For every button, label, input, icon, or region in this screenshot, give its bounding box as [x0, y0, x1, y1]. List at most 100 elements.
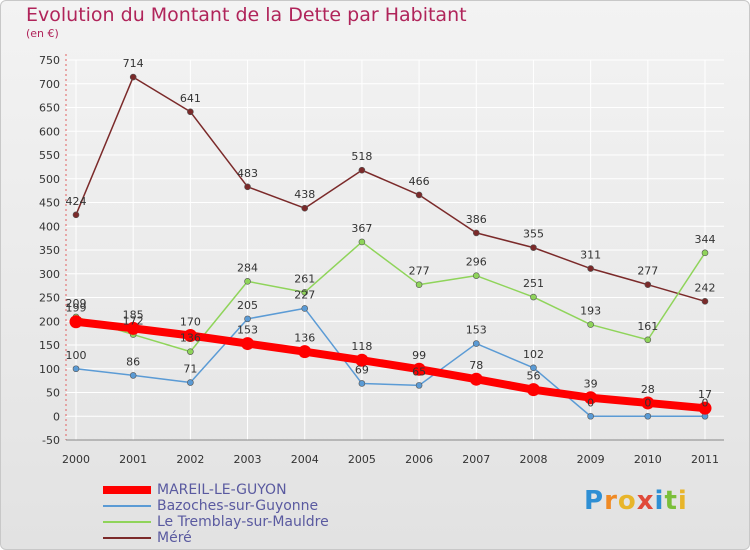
data-point-3-2001 — [129, 73, 137, 81]
data-label-3-2010: 277 — [637, 265, 658, 278]
data-point-3-2009 — [587, 265, 594, 272]
data-point-2-2006 — [415, 281, 423, 288]
legend-item-tremblay: Le Tremblay-sur-Mauldre — [103, 514, 329, 530]
data-point-3-2000 — [72, 211, 80, 219]
legend-swatch-bazoches — [103, 505, 151, 507]
data-point-0-2004 — [298, 345, 312, 359]
x-tick-label-2003: 2003 — [234, 453, 262, 466]
x-tick-label-2007: 2007 — [462, 453, 490, 466]
x-tick-label-2002: 2002 — [176, 453, 204, 466]
data-label-2-2007: 296 — [466, 256, 487, 269]
data-point-0-2011 — [698, 401, 712, 415]
legend-label-tremblay: Le Tremblay-sur-Mauldre — [157, 514, 329, 530]
y-tick-label-250: 250 — [39, 292, 60, 305]
data-label-1-2006: 65 — [412, 365, 426, 378]
x-tick-label-2000: 2000 — [62, 453, 90, 466]
data-label-2-2000: 209 — [66, 297, 87, 310]
data-point-3-2008 — [530, 244, 537, 251]
data-point-2-2003 — [244, 278, 251, 285]
data-label-3-2002: 641 — [180, 92, 201, 105]
data-point-1-2000 — [72, 365, 80, 373]
data-point-1-2001 — [129, 372, 137, 379]
y-tick-label-400: 400 — [39, 220, 60, 233]
data-label-3-2011: 242 — [695, 281, 716, 294]
legend-swatch-tremblay — [103, 521, 151, 523]
data-label-2-2002: 136 — [180, 332, 201, 345]
x-tick-label-2004: 2004 — [291, 453, 319, 466]
data-label-1-2011: 0 — [702, 396, 709, 409]
data-point-0-2000 — [69, 315, 83, 329]
data-label-2-2011: 344 — [695, 233, 716, 246]
x-tick-label-2006: 2006 — [405, 453, 433, 466]
data-label-0-2006: 99 — [412, 349, 426, 362]
data-point-0-2003 — [241, 337, 255, 351]
data-point-2-2004 — [301, 288, 309, 296]
data-label-3-2006: 466 — [409, 175, 430, 188]
data-label-1-2004: 227 — [294, 288, 315, 301]
y-tick-label-150: 150 — [39, 339, 60, 352]
data-label-3-2004: 438 — [294, 188, 315, 201]
y-tick-label-100: 100 — [39, 363, 60, 376]
y-tick-label-550: 550 — [39, 149, 60, 162]
chart-unit: (en €) — [26, 27, 59, 40]
x-tick-label-2009: 2009 — [577, 453, 605, 466]
data-label-1-2007: 153 — [466, 324, 487, 337]
y-tick-label-700: 700 — [39, 78, 60, 91]
data-point-0-2005 — [355, 353, 369, 367]
legend-swatch-mere — [103, 537, 151, 539]
y-tick-label-300: 300 — [39, 268, 60, 281]
legend-item-mere: Méré — [103, 530, 329, 546]
data-label-0-2004: 136 — [294, 332, 315, 345]
series-line-0 — [72, 317, 709, 413]
proxiti-logo: Proxiti — [584, 486, 688, 516]
data-label-3-2009: 311 — [580, 249, 601, 262]
data-label-1-2009: 0 — [587, 396, 594, 409]
data-label-0-2007: 78 — [469, 359, 483, 372]
data-label-2-2003: 284 — [237, 261, 258, 274]
legend-label-mere: Méré — [157, 530, 192, 546]
chart-title: Evolution du Montant de la Dette par Hab… — [26, 4, 467, 26]
data-label-1-2002: 71 — [183, 363, 197, 376]
data-label-0-2010: 28 — [641, 383, 655, 396]
data-point-0-2001 — [126, 321, 140, 335]
data-point-3-2007 — [472, 229, 480, 237]
data-label-1-2000: 100 — [66, 349, 87, 362]
data-point-3-2004 — [301, 204, 309, 212]
data-label-3-2007: 386 — [466, 213, 487, 226]
data-point-1-2009 — [587, 412, 594, 420]
y-tick-label-50: 50 — [46, 387, 60, 400]
data-point-2-2002 — [187, 348, 194, 355]
data-label-1-2008: 102 — [523, 348, 544, 361]
x-tick-label-2010: 2010 — [634, 453, 662, 466]
data-point-3-2010 — [644, 281, 652, 288]
data-label-1-2010: 0 — [644, 396, 651, 409]
data-label-3-2001: 714 — [123, 57, 144, 70]
data-label-3-2000: 424 — [66, 195, 87, 208]
series-line-3 — [75, 76, 706, 303]
series-line-2 — [75, 241, 706, 353]
data-point-0-2002 — [183, 329, 197, 342]
x-tick-label-2011: 2011 — [691, 453, 719, 466]
y-tick-label-750: 750 — [39, 54, 60, 67]
data-point-2-2010 — [644, 336, 652, 344]
y-tick-label-500: 500 — [39, 173, 60, 186]
data-point-1-2008 — [530, 364, 537, 372]
legend: MAREIL-LE-GUYON Bazoches-sur-Guyonne Le … — [103, 482, 329, 546]
data-label-2-2010: 161 — [637, 320, 658, 333]
data-point-0-2010 — [641, 396, 655, 410]
y-tick-label-0: 0 — [53, 410, 60, 423]
data-point-0-2008 — [526, 383, 540, 397]
y-tick-label--50: -50 — [42, 434, 60, 447]
data-label-2-2009: 193 — [580, 305, 601, 318]
x-tick-label-2005: 2005 — [348, 453, 376, 466]
data-point-3-2006 — [415, 191, 423, 199]
data-point-2-2011 — [701, 249, 709, 257]
data-label-2-2005: 367 — [351, 222, 372, 235]
data-label-0-2011: 17 — [698, 388, 712, 401]
data-point-0-2007 — [469, 372, 483, 386]
data-point-3-2011 — [701, 297, 709, 305]
data-label-0-2009: 39 — [584, 378, 598, 391]
series-line-1 — [75, 307, 706, 417]
legend-label-bazoches: Bazoches-sur-Guyonne — [157, 498, 319, 514]
